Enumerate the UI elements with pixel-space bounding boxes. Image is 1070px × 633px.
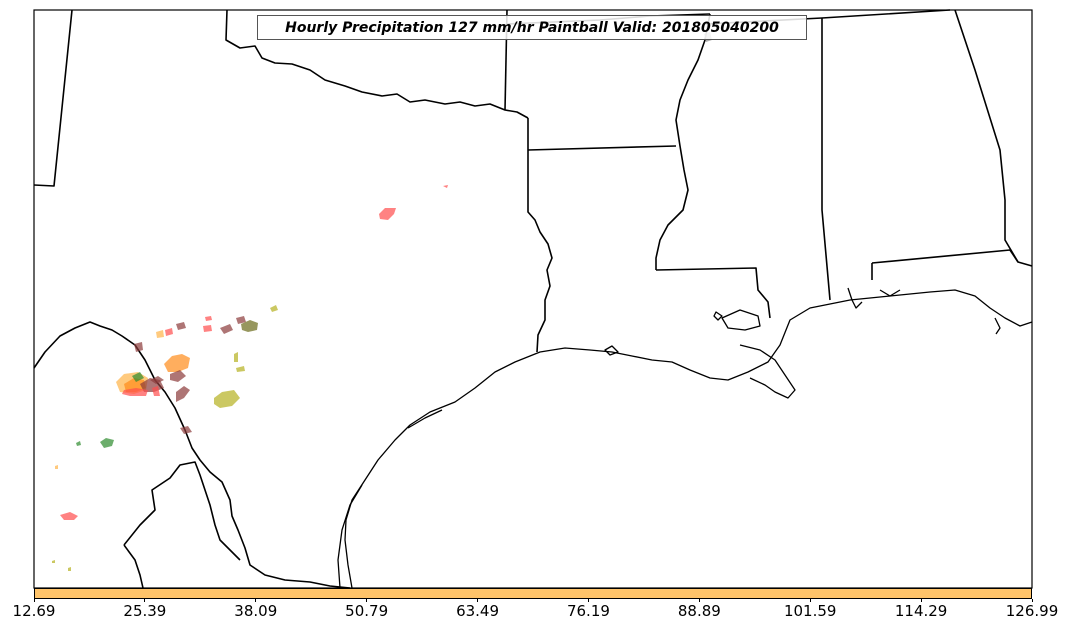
- precip-red-2: [203, 325, 212, 332]
- boundary-ms-al: [821, 18, 831, 301]
- colorbar-tick-label: 38.09: [234, 602, 278, 620]
- precip-brown-9: [180, 426, 192, 434]
- colorbar-tick-mark: [477, 599, 479, 602]
- lake-toledo: [713, 311, 723, 321]
- gulf-coastline: [337, 287, 1033, 589]
- precip-red-4: [122, 388, 148, 396]
- boundary-nm-west: [33, 9, 73, 187]
- coastline-delta: [739, 344, 796, 399]
- colorbar-tick-label: 126.99: [1005, 602, 1059, 620]
- colorbar-tick-mark: [1031, 599, 1033, 602]
- colorbar-tick-mark: [33, 599, 35, 602]
- precip-green-2: [100, 438, 114, 448]
- precip-brown-2: [220, 324, 233, 334]
- colorbar-tick-mark: [920, 599, 922, 602]
- colorbar-tick-label: 63.49: [456, 602, 500, 620]
- precip-colorbar: [34, 588, 1032, 599]
- state-boundaries: [33, 9, 1033, 589]
- boundary-la-ms: [655, 267, 771, 319]
- colorbar-tick-label: 101.59: [783, 602, 837, 620]
- boundary-tx-la: [527, 118, 553, 353]
- colorbar-tick-mark: [255, 599, 257, 602]
- coastline-mobile-bay: [847, 287, 863, 309]
- colorbar-tick-mark: [366, 599, 368, 602]
- lake-pontchartrain: [721, 309, 761, 331]
- precip-red-5: [152, 386, 160, 396]
- boundary-rio-grande: [33, 321, 351, 589]
- boundary-ar-la: [527, 145, 677, 151]
- precip-paintballs: [52, 32, 712, 571]
- coastline-matagorda: [407, 409, 443, 429]
- lake-mobile: [994, 317, 1001, 335]
- precip-orange-4: [124, 378, 146, 392]
- precip-green-1: [132, 372, 144, 382]
- precip-brown-7: [150, 376, 164, 384]
- coastline-texas: [344, 289, 1033, 589]
- boundary-mx-state-1: [123, 461, 241, 561]
- precip-olive-3: [234, 352, 238, 362]
- map-title: Hourly Precipitation 127 mm/hr Paintball…: [285, 19, 779, 36]
- precip-olive-5: [214, 390, 240, 408]
- boundary-mississippi-river: [655, 13, 711, 270]
- precip-orange-1: [156, 330, 164, 338]
- precip-green-3: [76, 441, 81, 446]
- precip-brown-4: [134, 342, 143, 352]
- boundary-mx-state-2: [123, 544, 144, 589]
- boundary-al-ga: [954, 9, 1019, 263]
- precip-red-1: [205, 316, 212, 321]
- precip-brown-1: [176, 322, 186, 330]
- map-title-box: Hourly Precipitation 127 mm/hr Paintball…: [257, 15, 807, 40]
- precip-olive-1: [241, 320, 258, 332]
- colorbar-tick-label: 114.29: [894, 602, 948, 620]
- precip-red-3: [165, 328, 173, 336]
- colorbar-tick-mark: [698, 599, 700, 602]
- colorbar-tick-label: 50.79: [345, 602, 389, 620]
- colorbar-tick-mark: [587, 599, 589, 602]
- precip-red-speck: [443, 185, 448, 188]
- precip-brown-5: [170, 370, 186, 382]
- colorbar-tick-label: 12.69: [12, 602, 56, 620]
- colorbar-tick-label: 88.89: [677, 602, 721, 620]
- coastline-barrier-island: [337, 484, 363, 589]
- precip-brown-8: [176, 386, 190, 402]
- map-frame: [33, 9, 1033, 589]
- precip-olive-7: [52, 560, 55, 563]
- precip-olive-2: [270, 305, 278, 312]
- precip-olive-6: [68, 567, 71, 571]
- boundary-al-fl: [871, 249, 1033, 267]
- precip-brown-3: [236, 316, 246, 324]
- coastline-pensacola: [879, 289, 901, 297]
- precip-olive-4: [236, 366, 245, 372]
- precip-red-6: [60, 512, 78, 520]
- precip-orange-2: [164, 354, 190, 372]
- boundary-red-river: [225, 9, 529, 119]
- precip-orange-5: [55, 465, 58, 469]
- colorbar-tick-label: 25.39: [123, 602, 167, 620]
- colorbar-tick-mark: [144, 599, 146, 602]
- precip-red-north: [379, 208, 396, 220]
- coastline-sabine: [604, 345, 619, 356]
- colorbar-tick-mark: [809, 599, 811, 602]
- colorbar-tick-label: 76.19: [566, 602, 610, 620]
